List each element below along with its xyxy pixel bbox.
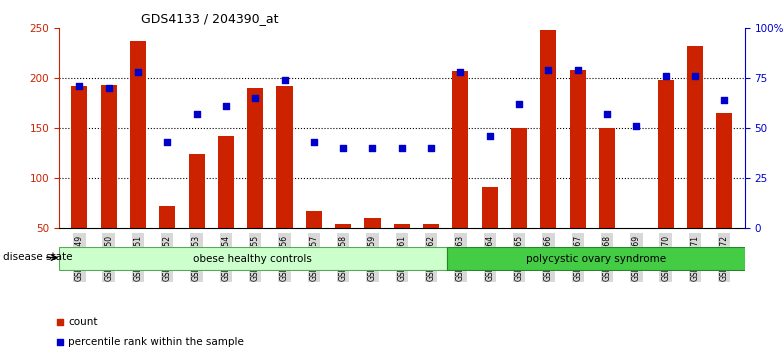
- Text: percentile rank within the sample: percentile rank within the sample: [68, 337, 244, 347]
- Point: [688, 74, 701, 79]
- Bar: [717, 113, 732, 228]
- Point: [278, 78, 291, 83]
- Point: [425, 145, 437, 151]
- Point: [191, 112, 203, 117]
- Bar: [306, 211, 322, 228]
- Bar: [570, 70, 586, 228]
- Text: GDS4133 / 204390_at: GDS4133 / 204390_at: [141, 12, 278, 25]
- Bar: [188, 154, 205, 228]
- Point: [659, 74, 672, 79]
- Point: [395, 145, 408, 151]
- Point: [630, 124, 643, 129]
- Bar: [481, 187, 498, 228]
- Bar: [218, 136, 234, 228]
- Bar: [247, 88, 263, 228]
- Point: [220, 103, 232, 109]
- Point: [454, 69, 466, 75]
- Text: obese healthy controls: obese healthy controls: [193, 254, 312, 264]
- Point: [542, 68, 554, 73]
- Point: [601, 112, 613, 117]
- Point: [132, 69, 144, 75]
- Point: [249, 96, 262, 101]
- Bar: [540, 30, 557, 228]
- Bar: [130, 41, 146, 228]
- Point: [718, 97, 731, 103]
- Bar: [59, 247, 447, 270]
- Bar: [277, 86, 292, 228]
- Point: [327, 250, 339, 256]
- Bar: [687, 46, 703, 228]
- Text: disease state: disease state: [3, 252, 73, 262]
- Point: [337, 145, 350, 151]
- Bar: [447, 247, 745, 270]
- Bar: [100, 85, 117, 228]
- Point: [484, 133, 496, 139]
- Point: [327, 73, 339, 79]
- Bar: [452, 71, 469, 228]
- Bar: [511, 129, 527, 228]
- Point: [307, 139, 320, 145]
- Point: [513, 102, 525, 107]
- Point: [161, 139, 173, 145]
- Point: [73, 84, 85, 89]
- Bar: [394, 224, 410, 228]
- Bar: [335, 224, 351, 228]
- Text: count: count: [68, 318, 97, 327]
- Text: polycystic ovary syndrome: polycystic ovary syndrome: [525, 254, 666, 264]
- Bar: [658, 80, 673, 228]
- Bar: [599, 129, 615, 228]
- Bar: [365, 218, 380, 228]
- Point: [572, 68, 584, 73]
- Point: [366, 145, 379, 151]
- Bar: [159, 206, 176, 228]
- Bar: [71, 86, 87, 228]
- Point: [103, 86, 115, 91]
- Bar: [423, 224, 439, 228]
- Bar: [628, 228, 644, 233]
